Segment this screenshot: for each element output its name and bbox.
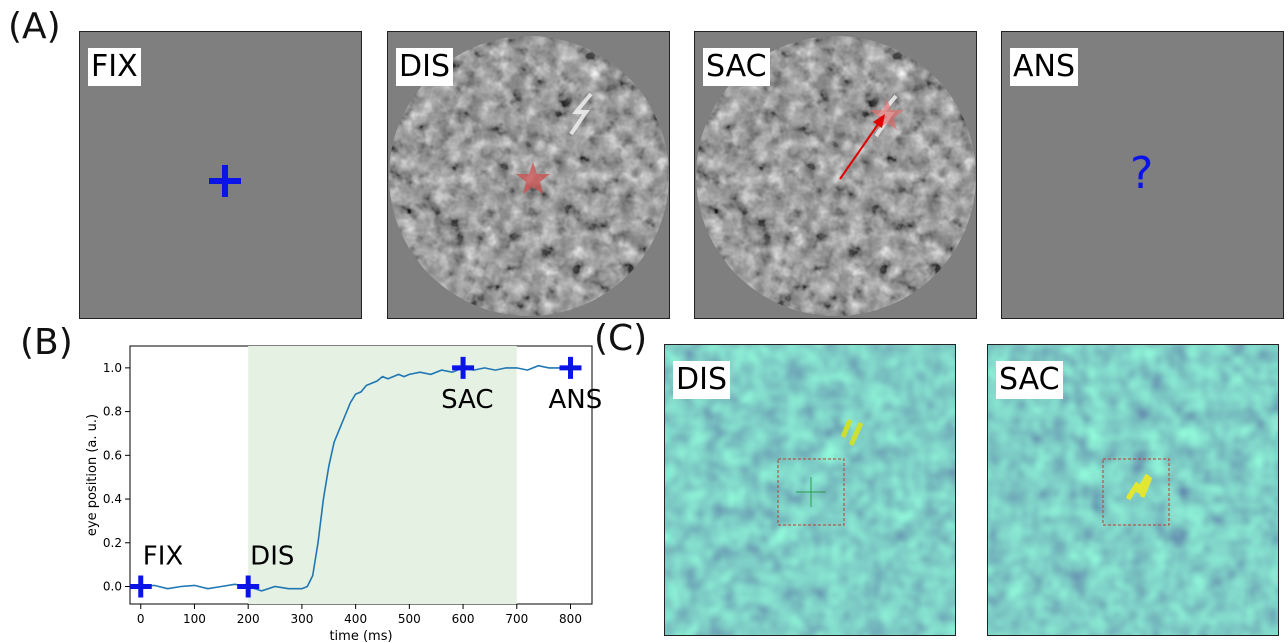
x-tick-label: 300 bbox=[290, 612, 313, 626]
x-tick-label: 200 bbox=[237, 612, 260, 626]
marker-dis: DIS bbox=[237, 542, 294, 598]
marker-label: SAC bbox=[441, 385, 493, 415]
y-tick-label: 0.6 bbox=[103, 448, 122, 462]
y-axis-label: eye position (a. u.) bbox=[85, 414, 100, 536]
x-axis-label: time (ms) bbox=[329, 629, 392, 643]
marker-label: ANS bbox=[549, 385, 603, 415]
heatmap-label-sac: SAC bbox=[996, 361, 1063, 399]
panel-letter-b: (B) bbox=[20, 322, 73, 363]
marker-label: FIX bbox=[143, 542, 183, 572]
stimulus-label-dis: DIS bbox=[396, 48, 453, 86]
eye-position-chart: 0 100 200 300 400 500 600 700 800 0.0 0.2 0.4 0.6 0.8… bbox=[85, 345, 602, 643]
marker-label: DIS bbox=[250, 542, 294, 572]
marker-cross-v bbox=[460, 356, 466, 379]
marker-ans: ANS bbox=[549, 356, 603, 415]
fixation-star-icon bbox=[516, 162, 550, 194]
panel-letter-a: (A) bbox=[8, 6, 61, 47]
stimulus-panel-sac: SAC bbox=[694, 31, 977, 319]
y-tick-label: 1.0 bbox=[103, 361, 122, 375]
shaded-interval bbox=[248, 346, 517, 604]
panel-letter-c: (C) bbox=[594, 318, 648, 359]
stimulus-label-sac: SAC bbox=[703, 48, 770, 86]
y-tick-label: 0.2 bbox=[103, 536, 122, 550]
heatmap-panel-dis: DIS bbox=[664, 344, 956, 636]
question-mark-icon: ? bbox=[1130, 148, 1154, 199]
target-glyph-icon bbox=[870, 94, 904, 138]
fixation-cross-icon bbox=[209, 165, 241, 197]
stimulus-panel-fix: FIX bbox=[79, 31, 362, 319]
heatmap-panel-sac: SAC bbox=[987, 344, 1279, 636]
marker-cross-v bbox=[568, 356, 574, 379]
saccade-arrow-icon bbox=[839, 114, 885, 180]
stimulus-panel-dis: DIS bbox=[387, 31, 670, 319]
x-tick-label: 400 bbox=[344, 612, 367, 626]
stimulus-label-ans: ANS bbox=[1010, 48, 1079, 86]
x-tick-label: 800 bbox=[559, 612, 582, 626]
x-tick-label: 500 bbox=[398, 612, 421, 626]
x-tick-label: 0 bbox=[137, 612, 145, 626]
heatmap-label-dis: DIS bbox=[673, 361, 730, 399]
chart-layer: 0 100 200 300 400 500 600 700 800 0.0 0.2 0.4 0.6 0.8… bbox=[103, 346, 602, 626]
y-tick-label: 0.4 bbox=[103, 492, 122, 506]
x-tick-label: 100 bbox=[183, 612, 206, 626]
marker-sac: SAC bbox=[441, 356, 494, 415]
stimulus-label-fix: FIX bbox=[88, 48, 141, 86]
x-tick-label: 600 bbox=[452, 612, 475, 626]
target-glyph-icon bbox=[569, 92, 593, 136]
marker-fix: FIX bbox=[129, 542, 183, 598]
x-tick-label: 700 bbox=[505, 612, 528, 626]
marker-cross-v bbox=[138, 575, 144, 598]
y-tick-label: 0.0 bbox=[103, 580, 122, 594]
marker-cross-v bbox=[245, 575, 251, 598]
y-tick-label: 0.8 bbox=[103, 405, 122, 419]
stimulus-panel-ans: ANS ? bbox=[1001, 31, 1284, 319]
